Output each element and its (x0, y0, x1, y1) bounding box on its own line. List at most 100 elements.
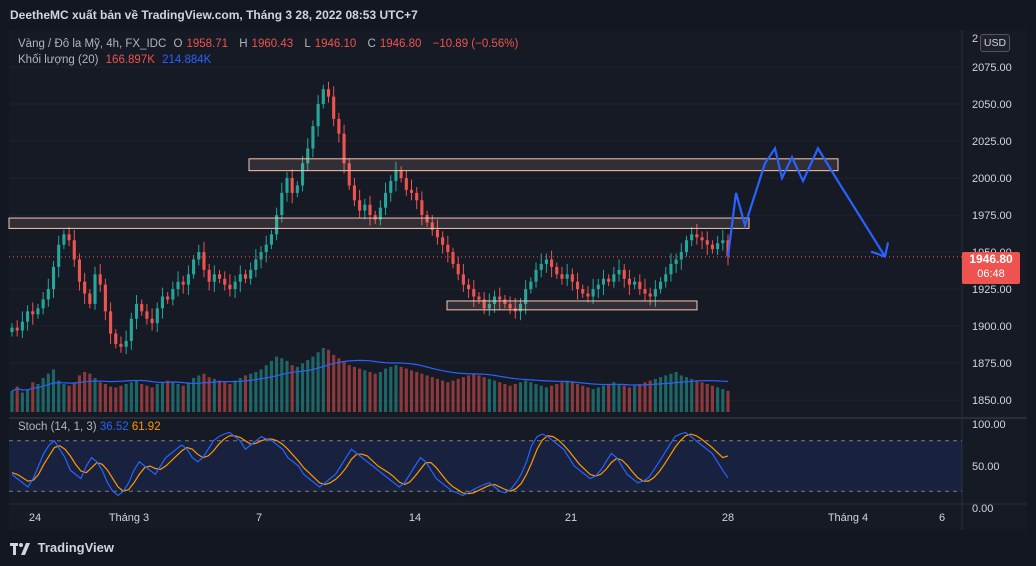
volume-bar (409, 370, 414, 412)
candle-body (114, 333, 118, 344)
candle-body (477, 296, 481, 300)
volume-bar (46, 373, 50, 412)
volume-bar (482, 377, 486, 412)
volume-bar (524, 380, 528, 412)
candle-body (197, 252, 201, 260)
close-label: C (367, 38, 376, 50)
volume-bar (249, 373, 253, 412)
candle-body (534, 269, 538, 282)
candle-body (290, 178, 294, 193)
volume-bar (425, 375, 429, 412)
volume-bar (192, 378, 196, 412)
volume-bar (186, 382, 190, 412)
volume-bar (477, 375, 481, 412)
candle-body (93, 274, 97, 304)
time-tick-label: 14 (409, 512, 421, 524)
stoch-tick-label: 100.00 (972, 419, 1006, 431)
volume-bar (695, 380, 699, 412)
volume-bar (404, 368, 408, 412)
candle-body (446, 244, 450, 253)
candle-body (10, 327, 14, 333)
volume-bar (197, 375, 201, 412)
candle-body (145, 311, 149, 319)
stoch-tick-label: 50.00 (972, 461, 1000, 473)
candle-body (119, 343, 123, 347)
volume-bar (601, 385, 606, 412)
stoch-tick-label: 0.00 (972, 503, 993, 515)
candle-body (150, 318, 154, 324)
open-label: O (173, 38, 183, 50)
candle-body (223, 278, 227, 285)
volume-bar (67, 385, 71, 412)
candle-body (326, 89, 331, 97)
volume-bar (384, 368, 388, 412)
candle-body (26, 311, 30, 322)
stoch-legend: Stoch (14, 1, 3) 36.52 61.92 (18, 421, 161, 433)
stoch-band (9, 440, 962, 492)
low-value: 1946.10 (314, 38, 357, 50)
candle-body (430, 222, 434, 230)
currency-button[interactable]: USD (980, 34, 1010, 52)
volume-bar (295, 366, 299, 412)
volume-bar (472, 373, 476, 412)
candle-body (461, 274, 465, 285)
candle-body (607, 278, 611, 282)
candle-body (601, 278, 606, 285)
volume-bar (721, 389, 725, 412)
candle-body (124, 340, 128, 347)
volume-bar (451, 380, 455, 412)
symbol-legend: Vàng / Đô la Mỹ, 4h, FX_IDC O 1958.71 H 19… (18, 36, 522, 68)
volume-bar (430, 377, 434, 412)
candle-body (212, 274, 216, 282)
candle-body (36, 308, 40, 315)
top-bar: DeetheMC xuất bản về TradingView.com, Th… (0, 0, 1036, 30)
volume-bar (140, 384, 144, 412)
open-value: 1958.71 (186, 38, 229, 50)
time-tick-label: Tháng 4 (828, 512, 868, 524)
candle-body (57, 244, 61, 267)
volume-bar (15, 386, 19, 412)
time-tick-label: 28 (722, 512, 734, 524)
volume-bar (503, 384, 507, 412)
volume-bar (653, 378, 657, 412)
candle-body (332, 96, 336, 119)
candle-body (176, 281, 180, 290)
volume-bar (20, 392, 24, 412)
volume-bar (119, 385, 123, 412)
candle-body (508, 303, 512, 309)
candle-body (192, 259, 196, 275)
candle-body (518, 303, 523, 312)
candle-body (98, 274, 102, 285)
footer-brand-text: TradingView (37, 540, 114, 555)
support-box (446, 300, 698, 311)
candle-body (721, 240, 725, 244)
candle-body (467, 284, 471, 290)
candle-body (342, 133, 346, 164)
volume-bar (306, 360, 310, 412)
low-label: L (304, 38, 311, 50)
close-value: 1946.80 (379, 38, 422, 50)
volume-bar (275, 356, 279, 412)
candle-body (581, 289, 585, 294)
price-tick-label: 1975.00 (972, 210, 1012, 222)
stoch-k-value: 36.52 (99, 421, 129, 433)
candle-body (254, 259, 258, 270)
volume-bar (658, 377, 663, 412)
candle-body (539, 263, 543, 270)
volume-bar (83, 372, 87, 412)
volume-bar (544, 387, 548, 412)
volume-bar (285, 360, 289, 412)
candle-body (166, 296, 170, 300)
volume-bar (103, 384, 107, 412)
candle-body (368, 204, 372, 216)
price-tick-label: 2000.00 (972, 173, 1012, 185)
stoch-d-value: 61.92 (131, 421, 161, 433)
footer-brand[interactable]: TradingView (10, 540, 114, 555)
volume-bar (10, 390, 14, 412)
candle-body (435, 229, 440, 238)
volume-bar (290, 365, 294, 412)
price-tick-label: 1875.00 (972, 358, 1012, 370)
volume-bar (202, 373, 206, 412)
volume-bar (461, 377, 465, 412)
